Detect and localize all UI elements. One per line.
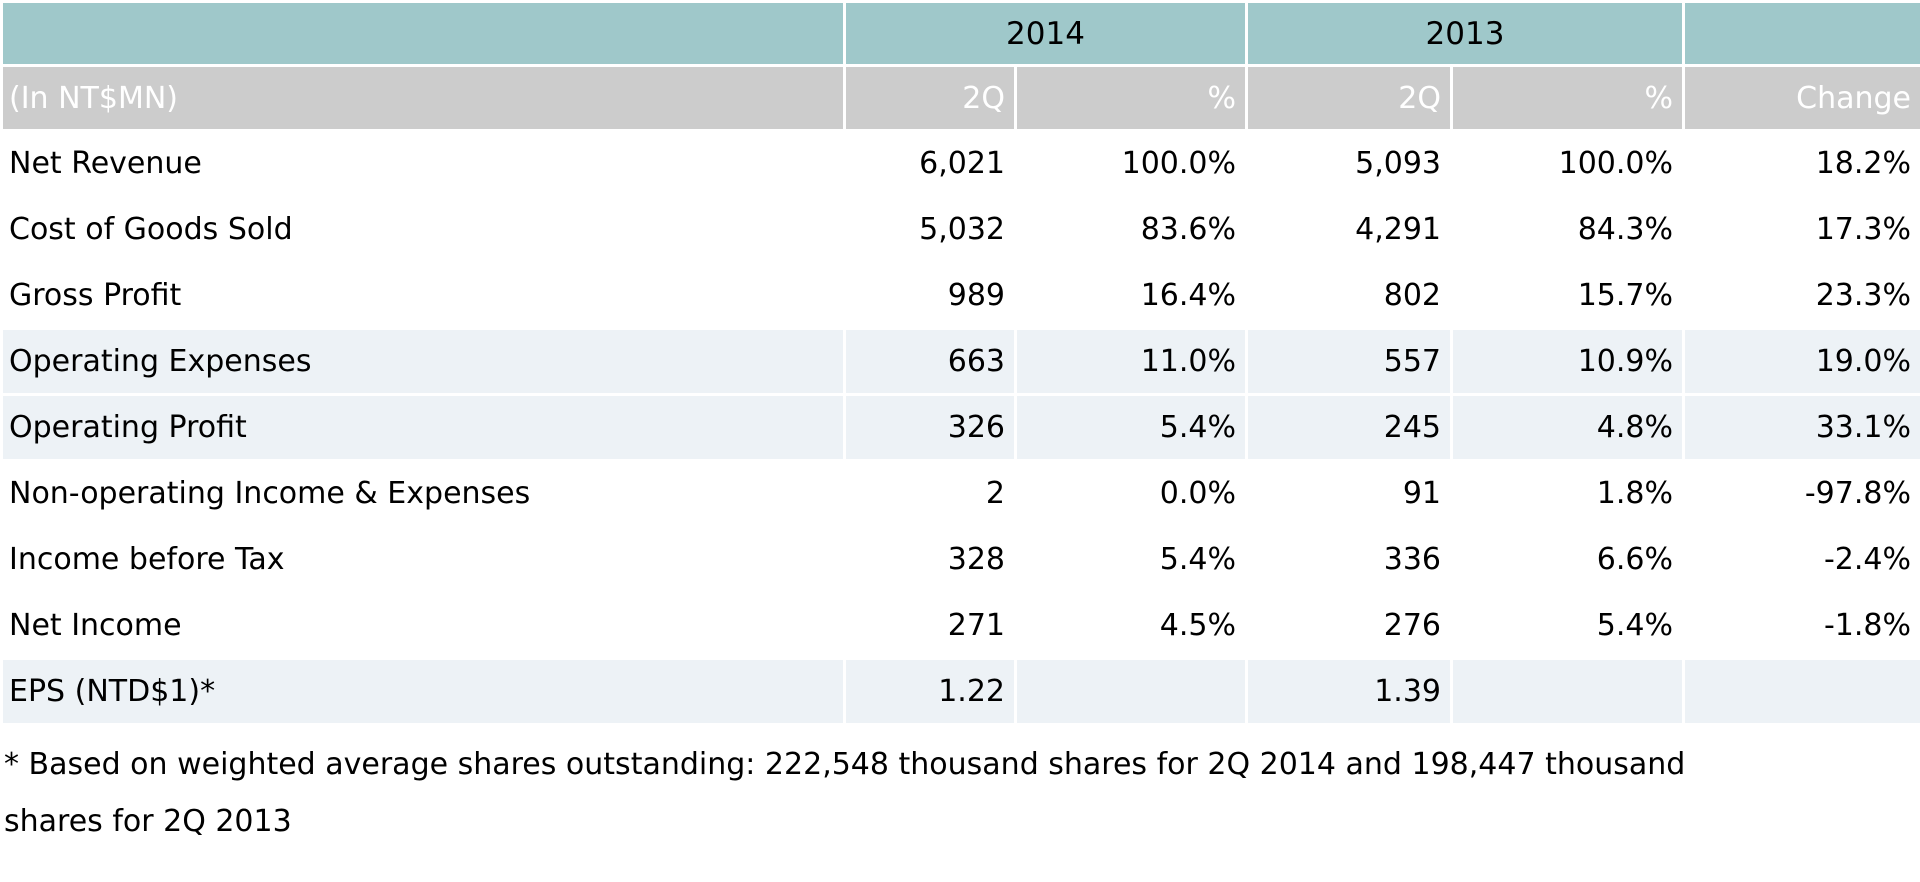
value-cell: 1.8% [1450,459,1685,528]
table-row: Income before Tax 328 5.4% 336 6.6% -2.4% [0,525,1920,594]
value-cell: 84.3% [1450,195,1685,264]
column-header-row: (In NT$MN) 2Q % 2Q % Change [0,64,1920,132]
table-body: Net Revenue 6,021 100.0% 5,093 100.0% 18.2% Co… [0,129,1920,726]
income-statement-table: 2014 2013 (In NT$MN) 2Q % 2Q % Change Ne… [0,0,1920,726]
value-cell [1682,657,1920,726]
table-row: Cost of Goods Sold 5,032 83.6% 4,291 84.3% 17… [0,195,1920,264]
value-cell: -2.4% [1682,525,1920,594]
value-cell: 18.2% [1682,129,1920,198]
table-row: Net Income 271 4.5% 276 5.4% -1.8% [0,591,1920,660]
row-label: EPS (NTD$1)* [0,657,846,726]
value-cell: 6,021 [843,129,1017,198]
value-cell: 23.3% [1682,261,1920,330]
year-header-2013: 2013 [1245,0,1685,67]
col-header-2q-2014: 2Q [843,64,1017,132]
value-cell: 5.4% [1014,393,1248,462]
value-cell: 663 [843,327,1017,396]
value-cell: 4.5% [1014,591,1248,660]
value-cell: 245 [1245,393,1453,462]
unit-label: (In NT$MN) [0,64,846,132]
value-cell: 1.22 [843,657,1017,726]
value-cell: 100.0% [1450,129,1685,198]
year-header-2014: 2014 [843,0,1248,67]
value-cell: 91 [1245,459,1453,528]
value-cell: 4.8% [1450,393,1685,462]
value-cell: 19.0% [1682,327,1920,396]
value-cell: 5,093 [1245,129,1453,198]
value-cell: 989 [843,261,1017,330]
value-cell: 6.6% [1450,525,1685,594]
row-label: Non-operating Income & Expenses [0,459,846,528]
table-row: Non-operating Income & Expenses 2 0.0% 91 1.… [0,459,1920,528]
table-row: Operating Expenses 663 11.0% 557 10.9% 19.0% [0,327,1920,396]
value-cell: 17.3% [1682,195,1920,264]
table-row: Operating Profit 326 5.4% 245 4.8% 33.1% [0,393,1920,462]
value-cell: 5,032 [843,195,1017,264]
blank-header-cell [0,0,846,67]
blank-header-cell [1682,0,1920,67]
value-cell: -97.8% [1682,459,1920,528]
value-cell: -1.8% [1682,591,1920,660]
table-row: Gross Profit 989 16.4% 802 15.7% 23.3% [0,261,1920,330]
row-label: Cost of Goods Sold [0,195,846,264]
value-cell: 4,291 [1245,195,1453,264]
col-header-change: Change [1682,64,1920,132]
value-cell: 11.0% [1014,327,1248,396]
col-header-pct-2013: % [1450,64,1685,132]
table-row: EPS (NTD$1)* 1.22 1.39 [0,657,1920,726]
year-header-row: 2014 2013 [0,0,1920,67]
value-cell: 557 [1245,327,1453,396]
row-label: Gross Profit [0,261,846,330]
footnote-line: * Based on weighted average shares outst… [4,747,1686,782]
value-cell: 0.0% [1014,459,1248,528]
value-cell: 326 [843,393,1017,462]
value-cell [1014,657,1248,726]
row-label: Income before Tax [0,525,846,594]
value-cell: 83.6% [1014,195,1248,264]
value-cell: 5.4% [1450,591,1685,660]
value-cell: 336 [1245,525,1453,594]
value-cell: 33.1% [1682,393,1920,462]
value-cell: 328 [843,525,1017,594]
value-cell: 10.9% [1450,327,1685,396]
value-cell: 2 [843,459,1017,528]
value-cell: 802 [1245,261,1453,330]
row-label: Net Income [0,591,846,660]
footnote-line: shares for 2Q 2013 [4,804,292,839]
footnote: * Based on weighted average shares outst… [4,736,1920,850]
value-cell: 16.4% [1014,261,1248,330]
col-header-pct-2014: % [1014,64,1248,132]
value-cell: 276 [1245,591,1453,660]
value-cell: 100.0% [1014,129,1248,198]
row-label: Net Revenue [0,129,846,198]
col-header-2q-2013: 2Q [1245,64,1453,132]
value-cell: 271 [843,591,1017,660]
table-row: Net Revenue 6,021 100.0% 5,093 100.0% 18.2% [0,129,1920,198]
value-cell: 1.39 [1245,657,1453,726]
value-cell: 15.7% [1450,261,1685,330]
row-label: Operating Expenses [0,327,846,396]
value-cell [1450,657,1685,726]
value-cell: 5.4% [1014,525,1248,594]
row-label: Operating Profit [0,393,846,462]
